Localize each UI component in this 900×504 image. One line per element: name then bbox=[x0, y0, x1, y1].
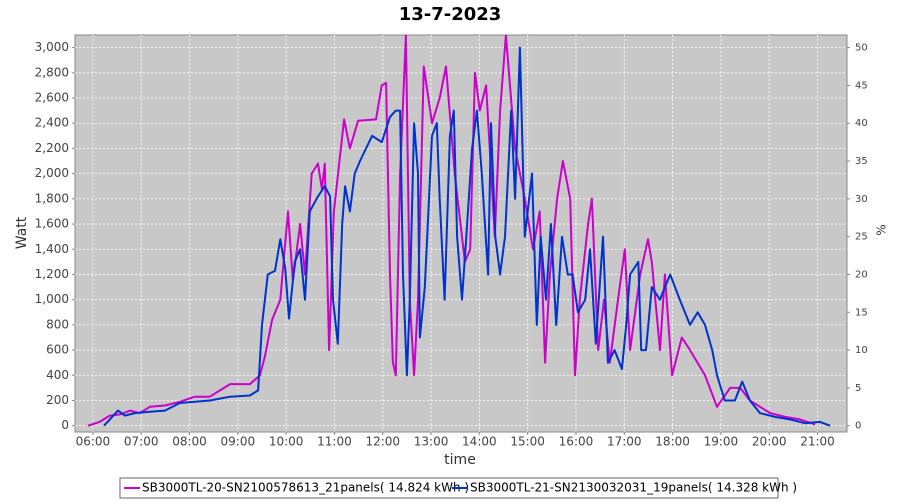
y-tick-label: 1,200 bbox=[35, 267, 69, 281]
y-tick-label: 2,800 bbox=[35, 65, 69, 79]
y-tick-label: 2,000 bbox=[35, 166, 69, 180]
x-tick-label: 09:00 bbox=[221, 435, 256, 449]
x-tick-label: 15:00 bbox=[510, 435, 545, 449]
y-tick-label: 0 bbox=[61, 418, 69, 432]
y2-tick-label: 0 bbox=[855, 421, 861, 432]
legend-label: SB3000TL-21-SN2130032031_19panels( 14.32… bbox=[470, 481, 797, 495]
y-tick-label: 1,000 bbox=[35, 292, 69, 306]
y-tick-label: 1,800 bbox=[35, 191, 69, 205]
x-axis-title: time bbox=[444, 452, 476, 468]
y2-tick-label: 45 bbox=[855, 80, 868, 91]
y2-tick-label: 5 bbox=[855, 383, 861, 394]
x-tick-label: 18:00 bbox=[655, 435, 690, 449]
x-tick-label: 16:00 bbox=[559, 435, 594, 449]
y-tick-label: 600 bbox=[46, 343, 69, 357]
y-tick-label: 2,400 bbox=[35, 116, 69, 130]
y2-tick-label: 40 bbox=[855, 118, 868, 129]
y-tick-label: 1,600 bbox=[35, 217, 69, 231]
y-tick-label: 2,200 bbox=[35, 141, 69, 155]
y-tick-label: 800 bbox=[46, 317, 69, 331]
y-tick-label: 2,600 bbox=[35, 91, 69, 105]
y2-tick-label: 20 bbox=[855, 269, 868, 280]
series-line bbox=[87, 35, 816, 427]
x-tick-label: 19:00 bbox=[704, 435, 739, 449]
x-tick-label: 11:00 bbox=[317, 435, 352, 449]
x-tick-label: 08:00 bbox=[172, 435, 207, 449]
y-axis-title: Watt bbox=[14, 216, 30, 249]
y2-tick-label: 10 bbox=[855, 345, 868, 356]
y2-tick-label: 15 bbox=[855, 307, 868, 318]
y-tick-label: 1,400 bbox=[35, 242, 69, 256]
y-tick-label: 3,000 bbox=[35, 40, 69, 54]
y2-tick-label: 35 bbox=[855, 156, 868, 167]
y2-tick-label: 25 bbox=[855, 232, 868, 243]
chart-title: 13-7-2023 bbox=[399, 4, 502, 25]
y2-tick-label: 50 bbox=[855, 43, 868, 54]
x-tick-label: 12:00 bbox=[365, 435, 400, 449]
y-tick-label: 400 bbox=[46, 368, 69, 382]
x-tick-label: 10:00 bbox=[269, 435, 304, 449]
x-tick-label: 14:00 bbox=[462, 435, 497, 449]
series-line bbox=[103, 46, 831, 427]
x-tick-label: 13:00 bbox=[414, 435, 449, 449]
x-tick-label: 21:00 bbox=[800, 435, 835, 449]
y-tick-label: 200 bbox=[46, 393, 69, 407]
legend bbox=[119, 477, 779, 499]
y2-tick-label: 30 bbox=[855, 194, 868, 205]
x-tick-label: 06:00 bbox=[76, 435, 111, 449]
x-tick-label: 17:00 bbox=[607, 435, 642, 449]
x-tick-label: 20:00 bbox=[752, 435, 787, 449]
y2-axis-title: % bbox=[875, 224, 889, 235]
legend-label: SB3000TL-20-SN2100578613_21panels( 14.82… bbox=[142, 481, 469, 495]
x-tick-label: 07:00 bbox=[124, 435, 159, 449]
